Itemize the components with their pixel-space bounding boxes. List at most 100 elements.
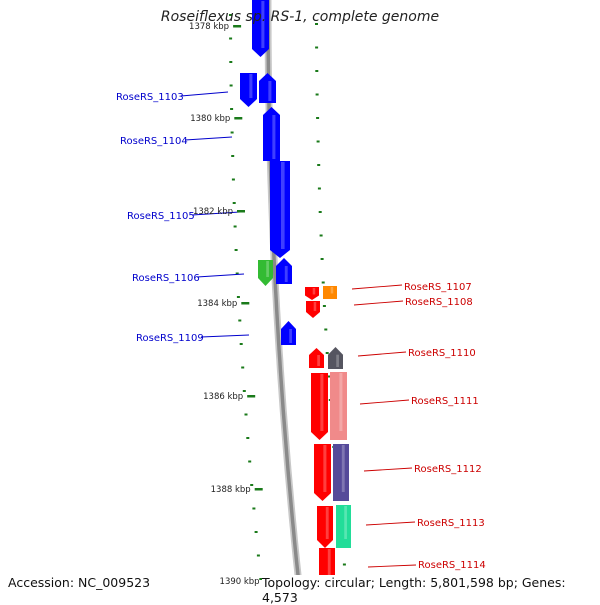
leader-line (359, 399, 410, 405)
tick-mark (231, 155, 235, 157)
gene-RoseRS_1106b[interactable] (276, 258, 292, 284)
tick-mark (316, 140, 320, 143)
tick-mark (236, 296, 240, 298)
tick-mark (230, 131, 234, 134)
tick-mark (259, 578, 263, 580)
gene-RoseRS_1107[interactable] (323, 286, 337, 299)
gene-RoseRS_1107a[interactable] (305, 287, 319, 300)
kbp-tick (234, 117, 243, 120)
gene-RoseRS_1105[interactable] (270, 161, 290, 258)
tick-mark (248, 460, 252, 463)
leader-line (363, 467, 413, 472)
position-markers: 1378 kbp 1380 kbp 1382 kbp 1384 kbp 1386 kbp… (189, 22, 272, 587)
tick-mark (315, 70, 319, 72)
tick-mark (241, 366, 245, 369)
tick-mark (231, 178, 235, 181)
gene-RoseRS_1103b[interactable] (259, 73, 276, 103)
gene-label-RoseRS_1114[interactable]: RoseRS_1114 (418, 560, 486, 571)
gene-RoseRS_1112a[interactable] (314, 444, 331, 501)
kbp-tick (241, 302, 250, 305)
kbp-tick (254, 488, 263, 491)
tick-mark (317, 187, 321, 190)
tick-mark (230, 108, 234, 110)
gene-RoseRS_1110[interactable] (328, 347, 343, 369)
tick-mark (233, 225, 237, 228)
gene-label-RoseRS_1113[interactable]: RoseRS_1113 (417, 518, 485, 529)
leader-line (357, 351, 407, 357)
gene-label-RoseRS_1104[interactable]: RoseRS_1104 (120, 136, 188, 147)
kbp-marker-label: 1390 kbp (220, 577, 260, 587)
tick-mark (234, 249, 238, 251)
gene-RoseRS_1106[interactable] (258, 260, 273, 286)
leader-line (365, 521, 416, 526)
leader-line (184, 136, 233, 141)
tick-mark (250, 484, 254, 486)
gene-track (240, 0, 351, 602)
gene-RoseRS_1111a[interactable] (311, 373, 328, 440)
gene-RoseRS_1110a[interactable] (309, 348, 324, 368)
kbp-marker-label: 1386 kbp (203, 392, 243, 402)
tick-mark (244, 413, 248, 416)
gene-RoseRS_1104[interactable] (263, 107, 280, 161)
tick-mark (252, 507, 256, 510)
gene-label-RoseRS_1107[interactable]: RoseRS_1107 (404, 282, 472, 293)
gene-label-RoseRS_1105[interactable]: RoseRS_1105 (127, 211, 195, 222)
tick-mark (316, 117, 320, 119)
tick-mark (315, 23, 318, 25)
tick-mark (242, 390, 246, 392)
tick-mark (315, 93, 319, 96)
kbp-marker-label: 1384 kbp (197, 299, 237, 309)
leader-line (353, 300, 404, 306)
tick-mark (232, 202, 236, 204)
gene-RoseRS_1113[interactable] (336, 505, 351, 548)
tick-mark (238, 319, 242, 322)
gene-label-RoseRS_1109[interactable]: RoseRS_1109 (136, 333, 204, 344)
gene-labels: RoseRS_1103 RoseRS_1104 RoseRS_1105 RoseRS_… (116, 92, 486, 571)
gene-RoseRS_1108[interactable] (306, 301, 320, 318)
tick-mark (229, 37, 233, 40)
tick-mark (325, 352, 329, 354)
gene-RoseRS_1113a[interactable] (317, 506, 333, 548)
kbp-marker-label: 1380 kbp (190, 114, 230, 124)
leader-line (200, 334, 250, 338)
gene-label-RoseRS_1103[interactable]: RoseRS_1103 (116, 92, 184, 103)
gene-RoseRS_1103[interactable] (240, 73, 257, 107)
gene-label-RoseRS_1112[interactable]: RoseRS_1112 (414, 464, 482, 475)
tick-mark (342, 563, 346, 566)
gene-label-RoseRS_1110[interactable]: RoseRS_1110 (408, 348, 476, 359)
leader-line (180, 91, 229, 97)
leader-line (196, 273, 245, 278)
tick-mark (324, 328, 328, 331)
gene-RoseRS_1111[interactable] (330, 372, 347, 440)
kbp-marker-label: 1382 kbp (193, 207, 233, 217)
tick-mark (315, 46, 319, 49)
kbp-marker-label: 1378 kbp (189, 22, 229, 32)
gene-RoseRS_1109[interactable] (281, 321, 296, 345)
gene-label-RoseRS_1108[interactable]: RoseRS_1108 (405, 297, 473, 308)
tick-mark (229, 84, 233, 87)
tick-mark (327, 375, 331, 378)
kbp-tick (233, 25, 242, 28)
tick-mark (318, 211, 322, 213)
gene-label-RoseRS_1111[interactable]: RoseRS_1111 (411, 396, 479, 407)
tick-mark (256, 554, 260, 557)
tick-mark (254, 531, 258, 533)
leader-line (191, 211, 241, 216)
kbp-tick (247, 395, 256, 398)
gene-label-RoseRS_1106[interactable]: RoseRS_1106 (132, 273, 200, 284)
genome-summary-text: Topology: circular; Length: 5,801,598 bp… (262, 575, 600, 605)
tick-mark (235, 272, 239, 275)
leader-line (351, 284, 403, 290)
tick-mark (229, 61, 233, 63)
gene-RoseRS_1112[interactable] (333, 444, 349, 501)
kbp-tick (237, 210, 245, 213)
tick-mark (319, 234, 323, 237)
leader-line (367, 564, 417, 568)
gene-top-partial[interactable] (252, 0, 269, 57)
tick-mark (317, 164, 321, 166)
tick-mark (320, 258, 324, 260)
label-leader-lines (180, 91, 417, 568)
map-title: Roseiflexus sp. RS-1, complete genome (160, 9, 440, 25)
